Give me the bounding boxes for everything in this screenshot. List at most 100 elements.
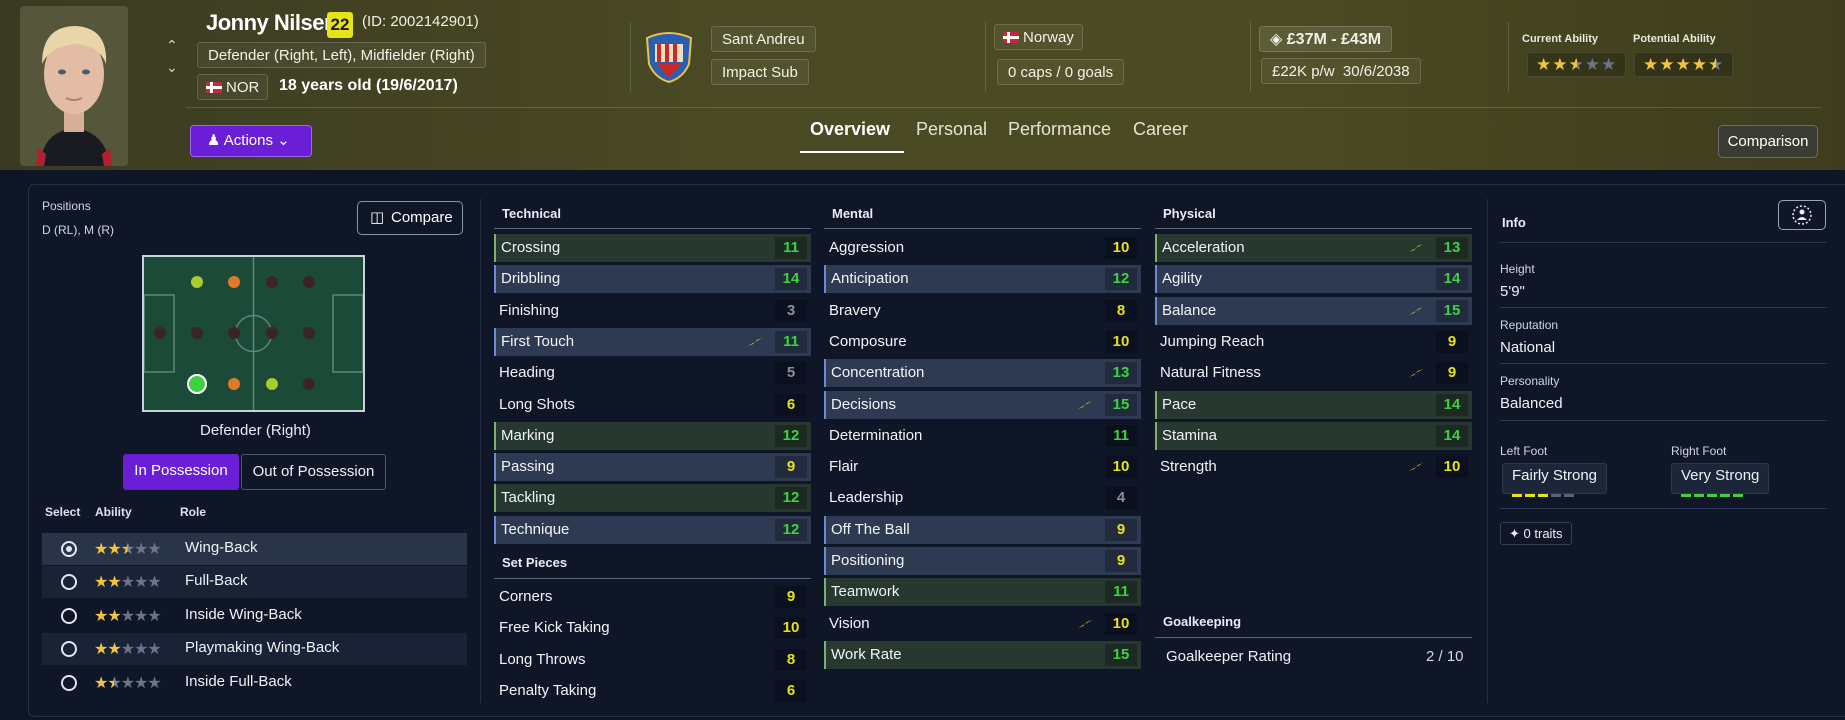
tab-career[interactable]: Career bbox=[1133, 119, 1189, 139]
previous-player-icon[interactable]: ⌃ bbox=[166, 37, 178, 53]
club-crest-icon[interactable] bbox=[643, 30, 695, 84]
attribute-row[interactable]: Finishing 3 bbox=[494, 297, 811, 325]
star-icon: ★ bbox=[147, 608, 161, 625]
attribute-row[interactable]: Anticipation 12 bbox=[824, 265, 1141, 294]
star-icon: ★ bbox=[147, 641, 161, 658]
trend-up-icon bbox=[1409, 244, 1423, 252]
position-dot-dm-c[interactable] bbox=[228, 327, 240, 339]
attribute-row[interactable]: Heading 5 bbox=[494, 359, 811, 387]
compare-button[interactable]: ◫ Compare bbox=[357, 201, 463, 235]
attribute-name: Concentration bbox=[831, 364, 925, 382]
attribute-row[interactable]: Leadership 4 bbox=[824, 484, 1141, 512]
current-ability-label: Current Ability bbox=[1522, 33, 1598, 45]
star-icon: ★ bbox=[134, 541, 148, 558]
attribute-row[interactable]: First Touch 11 bbox=[494, 327, 811, 356]
attribute-row[interactable]: Work Rate 15 bbox=[824, 640, 1141, 669]
player-name: Jonny Nilsen bbox=[206, 10, 337, 35]
attribute-row[interactable]: Acceleration 13 bbox=[1155, 234, 1472, 262]
country-chip[interactable]: Norway bbox=[994, 24, 1083, 50]
attribute-row[interactable]: Long Shots 6 bbox=[494, 391, 811, 419]
role-row[interactable]: ★★★★★ Playmaking Wing-Back bbox=[42, 633, 467, 665]
role-radio[interactable] bbox=[61, 641, 77, 657]
attribute-value: 14 bbox=[775, 268, 807, 291]
person-details-button[interactable] bbox=[1778, 200, 1826, 230]
attribute-row[interactable]: Strength 10 bbox=[1155, 453, 1472, 481]
attribute-row[interactable]: Natural Fitness 9 bbox=[1155, 359, 1472, 387]
star-icon: ★ bbox=[94, 574, 108, 591]
attribute-row[interactable]: Penalty Taking 6 bbox=[494, 677, 811, 705]
personality-label: Personality bbox=[1500, 374, 1560, 388]
attribute-row[interactable]: Passing 9 bbox=[494, 453, 811, 482]
club-name[interactable]: Sant Andreu bbox=[711, 26, 816, 52]
next-player-icon[interactable]: ⌄ bbox=[166, 59, 178, 75]
role-radio[interactable] bbox=[61, 675, 77, 691]
attribute-row[interactable]: Tackling 12 bbox=[494, 484, 811, 513]
attribute-row[interactable]: Free Kick Taking 10 bbox=[494, 614, 811, 642]
tab-personal[interactable]: Personal bbox=[916, 119, 988, 139]
role-radio[interactable] bbox=[61, 541, 77, 557]
attribute-row[interactable]: Balance 15 bbox=[1155, 296, 1472, 325]
star-icon: ★ bbox=[107, 608, 121, 625]
left-foot-label: Left Foot bbox=[1500, 444, 1548, 458]
star-icon: ★ bbox=[1536, 55, 1553, 74]
position-pitch[interactable] bbox=[142, 255, 365, 412]
position-dot-mr[interactable] bbox=[266, 378, 278, 390]
attribute-row[interactable]: Composure 10 bbox=[824, 328, 1141, 356]
position-dot-mcr[interactable] bbox=[266, 276, 278, 288]
tab-performance[interactable]: Performance bbox=[1008, 119, 1112, 139]
attribute-row[interactable]: Off The Ball 9 bbox=[824, 515, 1141, 544]
attribute-row[interactable]: Marking 12 bbox=[494, 421, 811, 450]
goalkeeper-rating-label: Goalkeeper Rating bbox=[1166, 648, 1292, 665]
player-portrait bbox=[20, 6, 128, 166]
position-dot-ml[interactable] bbox=[191, 276, 203, 288]
role-row[interactable]: ★★★★★ Full-Back bbox=[42, 566, 467, 598]
left-foot-box: Fairly Strong bbox=[1502, 463, 1608, 497]
role-row[interactable]: ★★★★★ Inside Full-Back bbox=[42, 667, 467, 699]
position-dot-mcl[interactable] bbox=[228, 276, 240, 288]
actions-button[interactable]: ♟ Actions ⌄ bbox=[190, 125, 312, 157]
attribute-row[interactable]: Jumping Reach 9 bbox=[1155, 328, 1472, 356]
attribute-row[interactable]: Positioning 9 bbox=[824, 547, 1141, 575]
position-dot-mr-top[interactable] bbox=[303, 276, 315, 288]
attribute-row[interactable]: Concentration 13 bbox=[824, 359, 1141, 388]
position-dot-st[interactable] bbox=[303, 327, 315, 339]
role-row[interactable]: ★★★★★ Inside Wing-Back bbox=[42, 600, 467, 632]
attribute-row[interactable]: Pace 14 bbox=[1155, 390, 1472, 419]
role-radio[interactable] bbox=[61, 608, 77, 624]
attribute-row[interactable]: Agility 14 bbox=[1155, 265, 1472, 294]
attribute-row[interactable]: Technique 12 bbox=[494, 515, 811, 544]
position-dot-gk[interactable] bbox=[154, 327, 166, 339]
attribute-row[interactable]: Dribbling 14 bbox=[494, 265, 811, 294]
position-dot-amr[interactable] bbox=[303, 378, 315, 390]
star-icon: ★ bbox=[1601, 55, 1618, 74]
traits-chip[interactable]: ✦ 0 traits bbox=[1500, 522, 1572, 545]
comparison-button[interactable]: Comparison bbox=[1718, 125, 1818, 158]
attribute-row[interactable]: Bravery 8 bbox=[824, 297, 1141, 325]
attribute-row[interactable]: Vision 10 bbox=[824, 610, 1141, 638]
attribute-row[interactable]: Corners 9 bbox=[494, 583, 811, 611]
attribute-row[interactable]: Teamwork 11 bbox=[824, 578, 1141, 607]
attribute-row[interactable]: Determination 11 bbox=[824, 422, 1141, 450]
out-of-possession-toggle[interactable]: Out of Possession bbox=[241, 454, 386, 490]
position-dot-am-c[interactable] bbox=[266, 327, 278, 339]
attribute-row[interactable]: Long Throws 8 bbox=[494, 646, 811, 674]
attribute-row[interactable]: Stamina 14 bbox=[1155, 421, 1472, 450]
in-possession-toggle[interactable]: In Possession bbox=[123, 454, 239, 490]
position-dot-wbr[interactable] bbox=[228, 378, 240, 390]
position-dot-dr-selected[interactable] bbox=[187, 374, 207, 394]
height-value: 5'9" bbox=[1500, 283, 1525, 300]
nationality-chip[interactable]: NOR bbox=[197, 74, 269, 100]
attribute-value: 6 bbox=[775, 393, 807, 416]
role-radio[interactable] bbox=[61, 574, 77, 590]
attribute-row[interactable]: Crossing 11 bbox=[494, 234, 811, 262]
attribute-row[interactable]: Flair 10 bbox=[824, 453, 1141, 481]
attribute-name: Corners bbox=[499, 588, 553, 605]
attribute-value: 10 bbox=[1105, 456, 1137, 479]
position-dot-dm-l[interactable] bbox=[191, 327, 203, 339]
attribute-row[interactable]: Aggression 10 bbox=[824, 234, 1141, 262]
role-row[interactable]: ★★★★★ Wing-Back bbox=[42, 533, 467, 565]
tab-overview[interactable]: Overview bbox=[810, 119, 891, 139]
attribute-row[interactable]: Decisions 15 bbox=[824, 390, 1141, 419]
attribute-name: Strength bbox=[1160, 458, 1217, 476]
attribute-value: 14 bbox=[1436, 424, 1468, 447]
